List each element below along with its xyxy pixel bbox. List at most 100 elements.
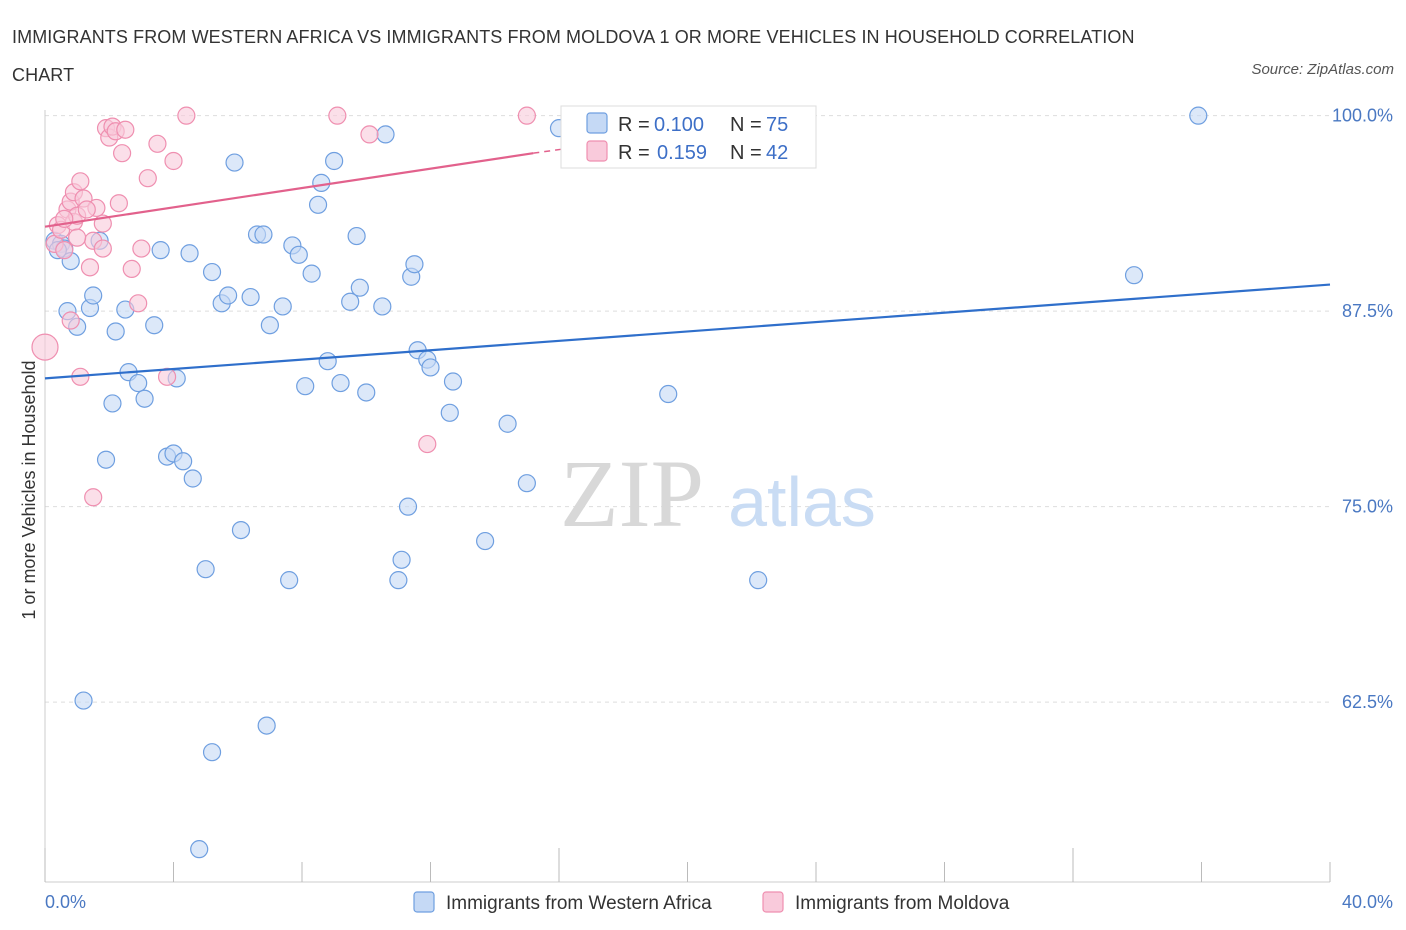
point-western-africa-54	[398, 497, 418, 516]
point-moldova-20	[109, 194, 128, 213]
legend-n-value-2: 42	[766, 142, 788, 164]
legend-n-value-1: 75	[766, 114, 788, 136]
point-western-africa-40	[302, 264, 321, 283]
watermark-atlas: atlas	[728, 463, 876, 541]
point-moldova-34	[77, 200, 96, 219]
point-western-africa-17	[145, 316, 164, 335]
point-western-africa-35	[273, 297, 292, 316]
point-moldova-27	[148, 134, 167, 153]
point-western-africa-45	[331, 373, 350, 393]
legend-series-moldova: Immigrants from Moldova	[795, 893, 1010, 914]
watermark: ZIP atlas	[560, 440, 876, 547]
point-western-africa-12	[106, 322, 125, 341]
legend-n-label-1: N =	[730, 114, 762, 136]
x-tick-labels: 0.0% 40.0%	[45, 892, 1393, 912]
point-moldova-28	[157, 367, 177, 386]
point-western-africa-29	[225, 153, 244, 172]
point-western-africa-46	[341, 292, 360, 311]
point-moldova-36	[328, 106, 347, 125]
axes	[44, 110, 1331, 883]
chart-title: IMMIGRANTS FROM WESTERN AFRICA VS IMMIGR…	[12, 27, 1135, 85]
point-western-africa-60	[440, 403, 459, 422]
point-western-africa-70	[1189, 106, 1208, 125]
point-western-africa-48	[350, 278, 369, 297]
point-western-africa-61	[443, 372, 463, 391]
point-western-africa-39	[296, 377, 315, 396]
point-western-africa-59	[421, 358, 440, 377]
x-tick-label-0: 0.0%	[45, 892, 86, 912]
point-western-africa-24	[183, 469, 202, 488]
point-western-africa-47	[347, 226, 366, 246]
y-tick-label-3: 62.5%	[1342, 692, 1393, 712]
point-moldova-15	[93, 239, 112, 258]
point-western-africa-42	[312, 173, 331, 192]
y-tick-label-2: 75.0%	[1342, 497, 1393, 517]
point-western-africa-44	[325, 151, 344, 171]
legend-r-value-1: 0.100	[654, 114, 704, 136]
point-western-africa-15	[129, 373, 148, 393]
point-western-africa-11	[103, 394, 122, 413]
point-western-africa-74	[190, 840, 209, 859]
point-moldova-30	[177, 106, 196, 125]
point-moldova-0	[31, 333, 59, 361]
point-moldova-29	[164, 151, 183, 171]
legend-r-value-2: 0.159	[657, 142, 707, 164]
point-western-africa-23	[180, 244, 199, 263]
point-western-africa-67	[659, 384, 678, 404]
point-moldova-4	[55, 241, 74, 260]
point-moldova-40	[68, 228, 87, 247]
point-western-africa-30	[231, 520, 251, 540]
y-tick-label-1: 87.5%	[1342, 301, 1393, 321]
point-moldova-25	[132, 239, 151, 258]
point-western-africa-50	[373, 297, 392, 316]
point-western-africa-49	[357, 383, 376, 402]
legend-n-label-2: N =	[730, 142, 762, 164]
point-moldova-23	[122, 259, 141, 279]
point-moldova-26	[138, 169, 157, 188]
point-western-africa-73	[257, 716, 276, 735]
legend-swatch-moldova	[586, 140, 608, 162]
point-western-africa-52	[389, 571, 408, 590]
point-western-africa-28	[219, 286, 238, 305]
data-points	[31, 106, 1208, 859]
point-moldova-33	[61, 311, 80, 330]
point-western-africa-26	[202, 262, 222, 282]
point-moldova-31	[84, 488, 103, 507]
legend-swatch-western-africa-bottom	[413, 891, 435, 913]
point-western-africa-63	[498, 414, 517, 433]
point-western-africa-71	[74, 691, 93, 710]
point-moldova-37	[360, 125, 379, 144]
point-western-africa-43	[318, 352, 337, 371]
grid-lines	[45, 115, 1330, 703]
point-western-africa-22	[174, 452, 193, 471]
point-western-africa-41	[308, 195, 328, 214]
stats-legend: R = 0.100 N = 75 R = 0.159 N = 42	[560, 105, 817, 169]
point-western-africa-25	[196, 560, 215, 579]
point-western-africa-33	[254, 225, 273, 244]
y-tick-labels: 100.0% 87.5% 75.0% 62.5%	[1332, 106, 1393, 713]
legend-swatch-western-africa	[586, 112, 608, 134]
point-western-africa-56	[405, 255, 424, 274]
series-legend: Immigrants from Western Africa Immigrant…	[413, 891, 1010, 914]
point-western-africa-34	[260, 316, 279, 335]
x-tick-label-1: 40.0%	[1342, 892, 1393, 912]
y-axis-label: 1 or more Vehicles in Household	[19, 360, 39, 619]
point-moldova-10	[71, 172, 90, 191]
point-western-africa-36	[280, 571, 299, 590]
legend-swatch-moldova-bottom	[762, 891, 784, 913]
point-western-africa-10	[96, 450, 116, 469]
legend-series-western-africa: Immigrants from Western Africa	[446, 893, 712, 914]
point-western-africa-18	[151, 241, 170, 260]
chart-source: Source: ZipAtlas.com	[1251, 61, 1394, 78]
trend-line-1	[44, 152, 534, 228]
point-moldova-12	[80, 258, 100, 277]
point-western-africa-53	[392, 550, 411, 569]
y-tick-label-0: 100.0%	[1332, 106, 1393, 126]
point-western-africa-38	[289, 245, 308, 264]
point-moldova-38	[418, 434, 437, 454]
point-western-africa-62	[476, 531, 495, 551]
point-western-africa-8	[84, 286, 103, 305]
watermark-zip: ZIP	[560, 440, 704, 547]
point-western-africa-16	[135, 389, 154, 408]
